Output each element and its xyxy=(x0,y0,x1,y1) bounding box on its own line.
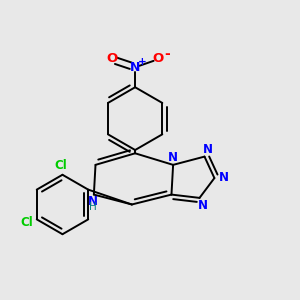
Text: H: H xyxy=(89,202,97,212)
Text: N: N xyxy=(130,61,140,74)
Text: N: N xyxy=(168,151,178,164)
Text: Cl: Cl xyxy=(20,216,33,229)
Text: +: + xyxy=(138,58,147,68)
Text: N: N xyxy=(198,199,208,212)
Text: -: - xyxy=(165,47,170,61)
Text: N: N xyxy=(219,171,229,184)
Text: N: N xyxy=(88,195,98,208)
Text: Cl: Cl xyxy=(55,159,67,172)
Text: O: O xyxy=(106,52,118,65)
Text: O: O xyxy=(153,52,164,65)
Text: N: N xyxy=(203,143,213,156)
